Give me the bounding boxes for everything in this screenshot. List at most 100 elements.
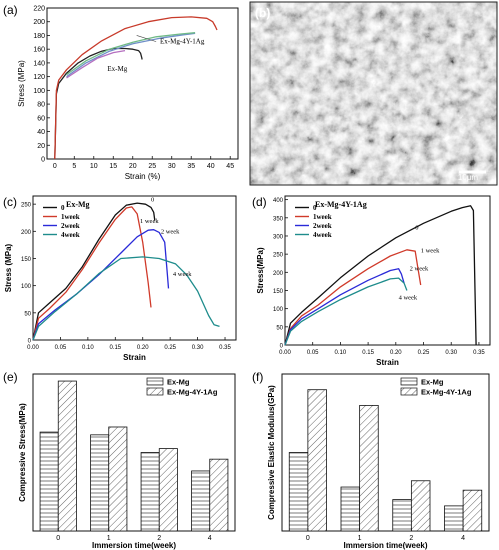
y-tick-label: 20 — [37, 143, 45, 150]
legend-swatch — [146, 387, 164, 396]
legend-label: Ex-Mg — [421, 378, 444, 387]
x-tick-label: 0.30 — [445, 350, 457, 356]
sem-micrograph — [250, 2, 497, 185]
y-tick-label: 300 — [273, 234, 284, 240]
y-tick-label: 200 — [33, 19, 45, 26]
y-tick-label: 40 — [37, 129, 45, 136]
plot-frame — [32, 195, 237, 341]
panel-a-label: (a) — [3, 3, 18, 17]
legend-label: 0 — [313, 204, 317, 212]
sem-frame — [249, 1, 498, 186]
bar — [359, 404, 379, 532]
series-line — [66, 49, 126, 79]
x-tick-label: 0.25 — [164, 345, 176, 351]
series-label-ex-mg-4y-1ag: Ex-Mg-4Y-1Ag — [160, 38, 205, 46]
x-tick-label: 10 — [90, 163, 98, 170]
x-tick-label: 0.00 — [279, 350, 291, 356]
bar — [39, 431, 59, 532]
series-line — [32, 229, 170, 341]
bar — [209, 458, 229, 532]
x-tick-label: 1 — [107, 535, 111, 542]
series-line — [284, 249, 422, 346]
x-tick-label: 0.35 — [219, 345, 231, 351]
bar — [90, 434, 110, 532]
legend-label: Ex-Mg-4Y-1Ag — [421, 388, 472, 397]
panel-c: (c) Ex-Mg 0 50 100 150 200 250 0.00 0.05 0.10 0.1… — [3, 195, 237, 362]
y-tick-label: 100 — [21, 284, 32, 290]
y-tick-label: 250 — [273, 253, 284, 259]
curve-annotation: 2 week — [410, 266, 429, 273]
bar — [307, 389, 327, 532]
plot-frame — [281, 373, 490, 532]
y-tick-label: 400 — [273, 198, 284, 204]
panel-e-label: (e) — [3, 370, 18, 384]
panel-c-label: (c) — [3, 195, 17, 209]
x-tick-label: 0.00 — [27, 345, 39, 351]
plot-frame — [46, 7, 239, 160]
x-tick-label: 4 — [461, 535, 465, 542]
y-tick-label: 120 — [33, 74, 45, 81]
bar — [108, 426, 128, 532]
x-tick-label: 1 — [358, 535, 362, 542]
x-tick-label: 20 — [129, 163, 137, 170]
x-axis-label: Immersion time(week) — [343, 541, 427, 550]
x-tick-label: 2 — [157, 535, 161, 542]
legend-swatch — [400, 387, 418, 396]
curve-annotation: 1 week — [421, 247, 440, 254]
x-axis-label: Immersion time(week) — [92, 541, 176, 550]
legend-label: Ex-Mg — [167, 378, 190, 387]
legend-label: 1week — [61, 213, 80, 221]
series-line — [32, 256, 220, 341]
curve-annotation: 0 — [415, 224, 418, 231]
y-tick-label: 100 — [273, 307, 284, 313]
bar — [57, 380, 77, 532]
panel-b: (b) 10μm — [249, 1, 498, 186]
legend-swatch — [400, 377, 418, 386]
series-line — [54, 47, 143, 160]
legend-label: 1week — [313, 213, 332, 221]
panel-c-subtitle: Ex-Mg — [66, 200, 90, 209]
curve-annotation: 4 week — [399, 295, 418, 302]
x-tick-label: 0.20 — [137, 345, 149, 351]
y-tick-label: 200 — [21, 230, 32, 236]
x-tick-label: 15 — [109, 163, 117, 170]
y-tick-label: 50 — [276, 325, 283, 331]
panel-d-subtitle: Ex-Mg-4Y-1Ag — [315, 200, 367, 209]
series-line — [32, 202, 156, 341]
y-tick-label: 0 — [41, 157, 45, 164]
legend-label: 2week — [313, 222, 332, 230]
bar — [288, 452, 309, 532]
x-tick-label: 0.20 — [390, 350, 402, 356]
bar — [191, 470, 211, 532]
curve-annotation: 0 — [151, 196, 154, 203]
curve-annotation: 1 week — [140, 218, 159, 225]
y-axis-label: Stress (MPa) — [4, 243, 13, 292]
legend-label: 0 — [61, 204, 65, 212]
y-tick-label: 50 — [24, 311, 31, 317]
y-tick-label: 220 — [33, 6, 45, 13]
bar — [444, 505, 464, 532]
y-axis-label: Compressive Elastic Modulus(GPa) — [267, 385, 276, 520]
x-tick-label: 0.30 — [192, 345, 204, 351]
y-tick-label: 160 — [33, 47, 45, 54]
series-label-ex-mg: Ex-Mg — [107, 65, 127, 73]
panel-a: (a) 0 20 40 60 80 100 120 140 160 180 200 220 0 5 10 15… — [3, 3, 239, 181]
legend-label: 2week — [61, 222, 80, 230]
x-tick-label: 35 — [187, 163, 195, 170]
y-tick-label: 150 — [273, 289, 284, 295]
y-tick-label: 60 — [37, 115, 45, 122]
x-tick-label: 0 — [56, 535, 60, 542]
x-tick-label: 0.15 — [362, 350, 374, 356]
x-axis-label: Strain — [123, 353, 146, 362]
legend-label: Ex-Mg-4Y-1Ag — [167, 388, 218, 397]
series-line — [284, 205, 477, 346]
x-tick-label: 45 — [226, 163, 234, 170]
x-tick-label: 0 — [306, 535, 310, 542]
legend-label: 4week — [61, 231, 80, 239]
x-tick-label: 0.10 — [82, 345, 94, 351]
x-axis-label: Strain — [376, 358, 399, 367]
x-tick-label: 0.05 — [307, 350, 319, 356]
panel-d-label: (d) — [252, 195, 267, 209]
bar — [140, 452, 160, 532]
